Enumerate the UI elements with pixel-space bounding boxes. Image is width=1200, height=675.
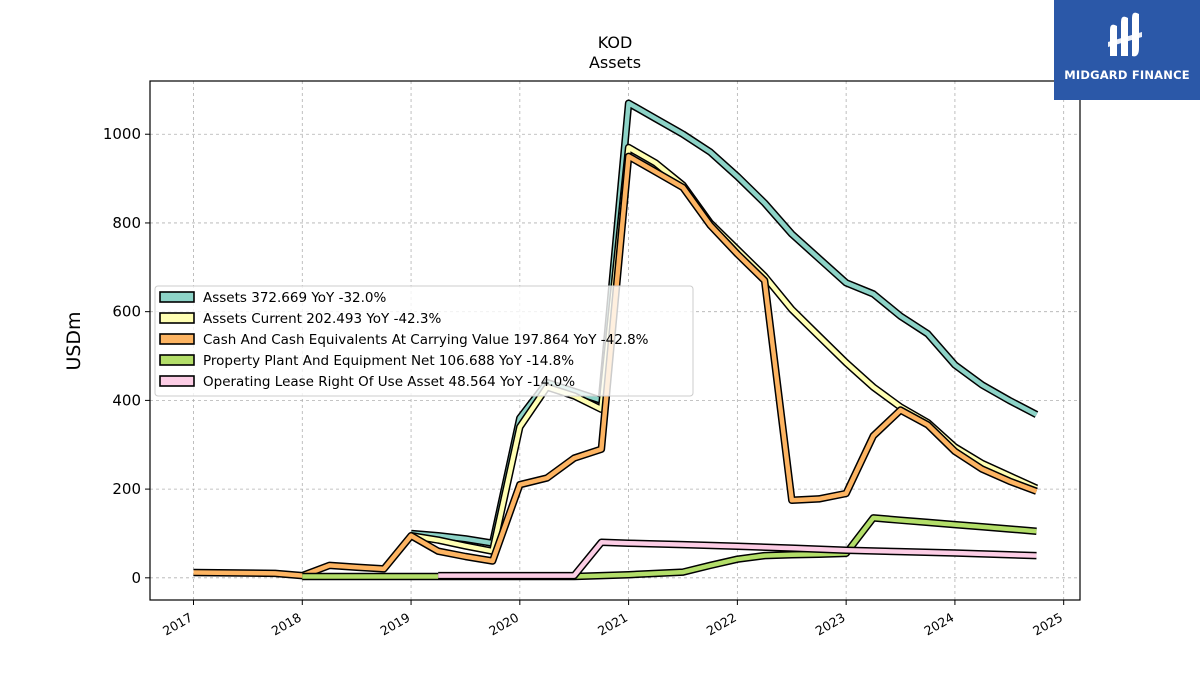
y-axis: 0 200 400 600 800 1000	[103, 125, 150, 587]
series-line-5	[438, 540, 1037, 578]
legend-label-2: Assets Current 202.493 YoY -42.3%	[203, 311, 442, 327]
legend-box	[154, 285, 694, 397]
series-line-3	[193, 154, 1038, 578]
x-tick-label: 2023	[813, 610, 848, 639]
x-tick-label: 2024	[921, 610, 956, 639]
x-tick-label: 2019	[378, 610, 413, 639]
plot-area-frame	[149, 80, 1081, 601]
y-axis-label: USDm	[63, 311, 85, 370]
legend-swatch-3	[159, 333, 195, 345]
legend-label-3: Cash And Cash Equivalents At Carrying Va…	[203, 332, 649, 348]
x-tick-label: 2021	[595, 610, 630, 639]
legend-swatch-1	[159, 291, 195, 303]
y-tick-label: 200	[112, 480, 141, 498]
x-axis: 2017 2018 2019 2020 2021 2022 2023 2024 2025	[160, 600, 1065, 639]
series-layer	[193, 99, 1039, 581]
x-tick-label: 2025	[1030, 610, 1065, 639]
y-tick-label: 400	[112, 391, 141, 409]
legend-label-5: Operating Lease Right Of Use Asset 48.56…	[203, 374, 575, 390]
x-tick-label: 2022	[704, 610, 739, 639]
y-tick-label: 800	[112, 214, 141, 232]
brand-logo: MIDGARD FINANCE	[1054, 0, 1200, 100]
chart-title: KOD	[598, 33, 633, 52]
x-tick-label: 2020	[486, 610, 521, 639]
legend-label-4: Property Plant And Equipment Net 106.688…	[203, 353, 574, 369]
legend-swatch-2	[159, 312, 195, 324]
x-tick-label: 2017	[160, 610, 195, 639]
logo-mark-icon	[1108, 12, 1142, 57]
y-tick-label: 0	[131, 569, 141, 587]
legend: Assets 372.669 YoY -32.0% Assets Current …	[154, 285, 694, 397]
legend-swatch-5	[159, 375, 195, 387]
x-tick-label: 2018	[269, 610, 304, 639]
logo-text: MIDGARD FINANCE	[1064, 68, 1190, 82]
legend-swatch-4	[159, 354, 195, 366]
y-tick-label: 1000	[103, 125, 141, 143]
y-tick-label: 600	[112, 303, 141, 321]
legend-label-1: Assets 372.669 YoY -32.0%	[203, 290, 387, 306]
chart-subtitle: Assets	[589, 53, 641, 72]
